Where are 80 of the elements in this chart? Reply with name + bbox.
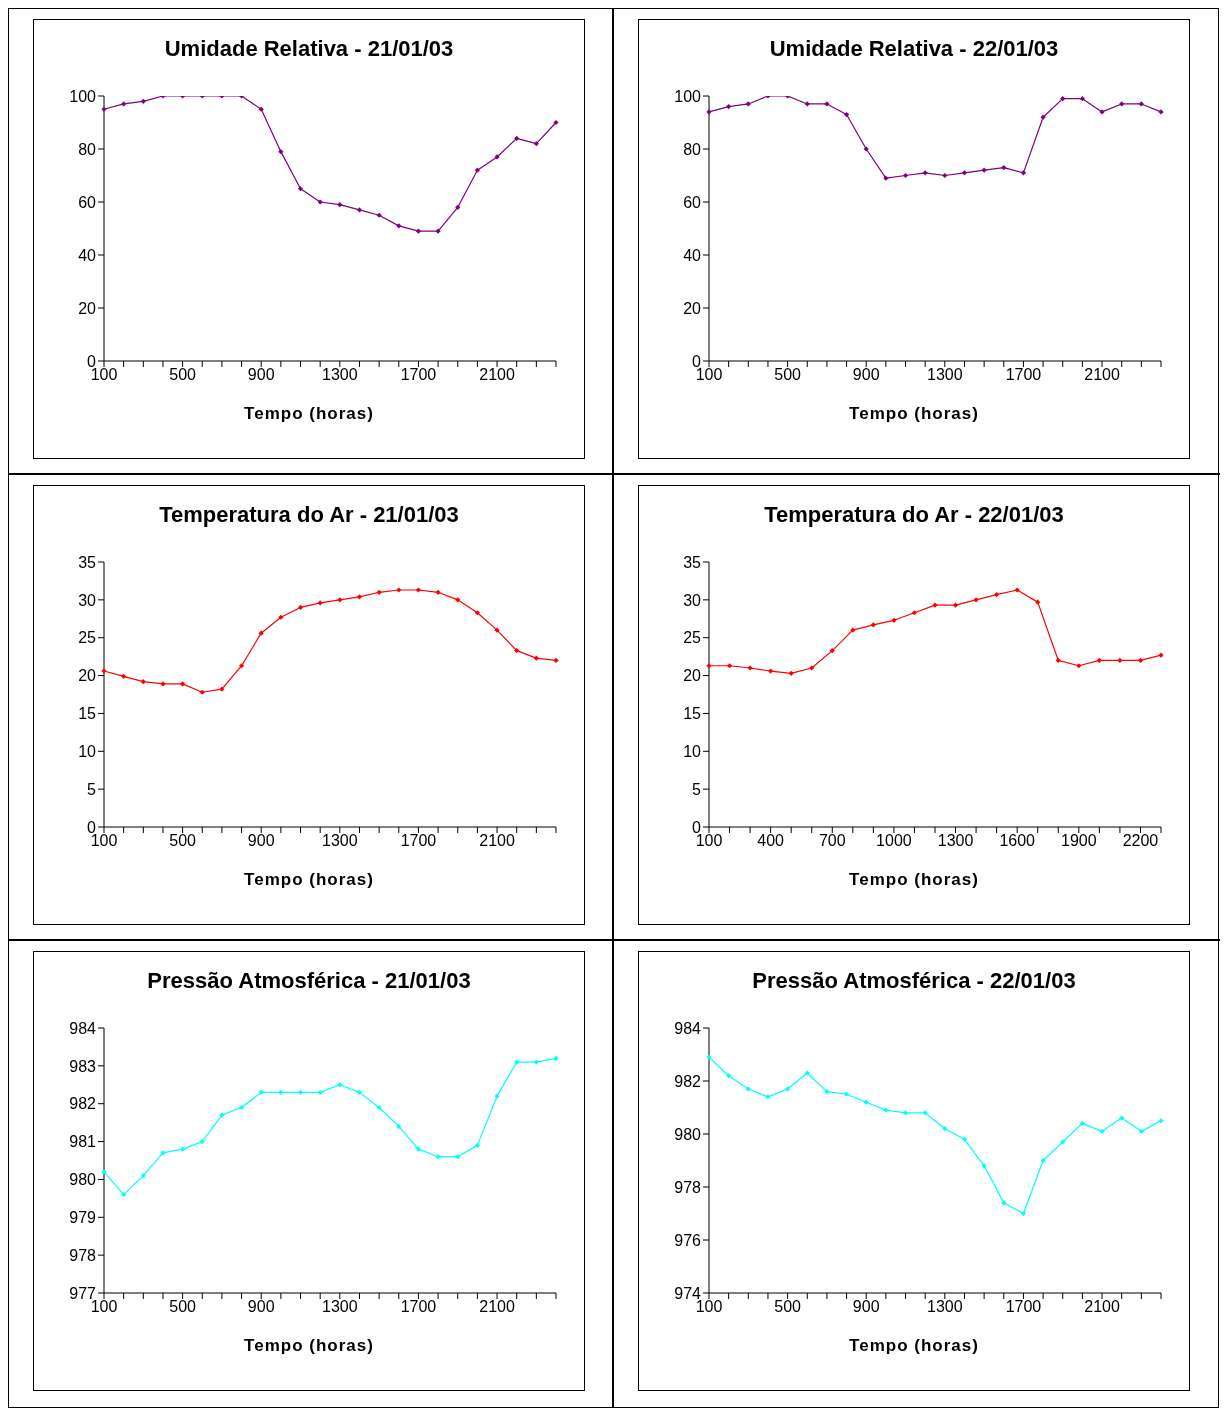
x-tick-label: 1300 [927, 366, 963, 384]
x-tick-label: 1700 [400, 1298, 437, 1316]
x-tick-label: 400 [757, 832, 785, 850]
chart-title: Umidade Relativa - 21/01/03 [163, 36, 455, 63]
y-tick-label: 10 [683, 742, 702, 760]
y-tick-label: 20 [683, 667, 702, 685]
x-tick-label: 1300 [937, 832, 974, 850]
y-tick-label: 20 [683, 299, 702, 317]
x-tick-label: 1300 [322, 366, 358, 384]
x-tick-label: 2100 [479, 1298, 515, 1316]
x-tick-label: 1300 [322, 1298, 358, 1316]
x-tick-label: 900 [247, 366, 275, 384]
y-tick-label: 100 [674, 87, 702, 105]
y-tick-label: 20 [78, 299, 97, 317]
y-tick-label: 35 [683, 553, 702, 571]
y-tick-label: 979 [69, 1208, 97, 1226]
x-tick-label: 900 [852, 1298, 880, 1316]
y-tick-label: 15 [683, 705, 702, 723]
x-tick-label: 1700 [1005, 366, 1042, 384]
y-tick-label: 5 [87, 780, 97, 798]
x-tick-label: 1600 [999, 832, 1036, 850]
x-tick-label: 2100 [479, 366, 515, 384]
y-tick-label: 978 [674, 1178, 702, 1196]
y-tick-label: 30 [78, 591, 97, 609]
x-axis-title: Tempo (horas) [848, 1336, 980, 1356]
x-tick-label: 900 [247, 832, 275, 850]
x-axis-title: Tempo (horas) [848, 870, 980, 890]
x-tick-label: 2100 [479, 832, 515, 850]
x-tick-label: 1900 [1061, 832, 1097, 850]
x-axis-title: Tempo (horas) [848, 404, 980, 424]
y-tick-label: 982 [674, 1072, 702, 1090]
x-tick-label: 1700 [400, 832, 437, 850]
chart-title: Pressão Atmosférica - 22/01/03 [751, 968, 1077, 995]
x-axis-title: Tempo (horas) [243, 870, 375, 890]
chart-title: Temperatura do Ar - 22/01/03 [763, 502, 1065, 529]
y-tick-label: 80 [78, 140, 97, 158]
x-tick-label: 500 [169, 366, 197, 384]
x-tick-label: 500 [169, 1298, 197, 1316]
y-tick-label: 40 [78, 246, 97, 264]
y-tick-label: 60 [78, 193, 97, 211]
x-axis-title: Tempo (horas) [243, 404, 375, 424]
y-tick-label: 978 [69, 1246, 97, 1264]
y-tick-label: 980 [674, 1125, 702, 1143]
x-axis-title: Tempo (horas) [243, 1336, 375, 1356]
y-tick-label: 982 [69, 1095, 97, 1113]
y-tick-label: 984 [674, 1019, 702, 1037]
y-tick-label: 20 [78, 667, 97, 685]
y-tick-label: 80 [683, 140, 702, 158]
x-tick-label: 2100 [1084, 1298, 1120, 1316]
chart-title: Temperatura do Ar - 21/01/03 [158, 502, 460, 529]
y-tick-label: 25 [78, 629, 97, 647]
y-tick-label: 984 [69, 1019, 97, 1037]
x-tick-label: 1700 [400, 366, 437, 384]
y-tick-label: 976 [674, 1231, 702, 1249]
y-tick-label: 25 [683, 629, 702, 647]
x-tick-label: 1300 [927, 1298, 963, 1316]
x-tick-label: 700 [818, 832, 846, 850]
chart-title: Pressão Atmosférica - 21/01/03 [146, 968, 472, 995]
x-tick-label: 500 [774, 1298, 802, 1316]
x-tick-label: 1000 [876, 832, 912, 850]
x-tick-label: 1300 [322, 832, 358, 850]
y-tick-label: 983 [69, 1057, 97, 1075]
y-tick-label: 30 [683, 591, 702, 609]
y-tick-label: 35 [78, 553, 97, 571]
y-tick-label: 40 [683, 246, 702, 264]
x-tick-label: 500 [169, 832, 197, 850]
y-tick-label: 5 [692, 780, 702, 798]
chart-title: Umidade Relativa - 22/01/03 [768, 36, 1060, 63]
y-tick-label: 981 [69, 1133, 97, 1151]
x-tick-label: 900 [247, 1298, 275, 1316]
x-tick-label: 500 [774, 366, 802, 384]
y-tick-label: 10 [78, 742, 97, 760]
x-tick-label: 2100 [1084, 366, 1120, 384]
y-tick-label: 60 [683, 193, 702, 211]
x-tick-label: 2200 [1122, 832, 1159, 850]
y-tick-label: 980 [69, 1171, 97, 1189]
y-tick-label: 15 [78, 705, 97, 723]
y-tick-label: 100 [69, 87, 97, 105]
x-tick-label: 1700 [1005, 1298, 1042, 1316]
x-tick-label: 900 [852, 366, 880, 384]
